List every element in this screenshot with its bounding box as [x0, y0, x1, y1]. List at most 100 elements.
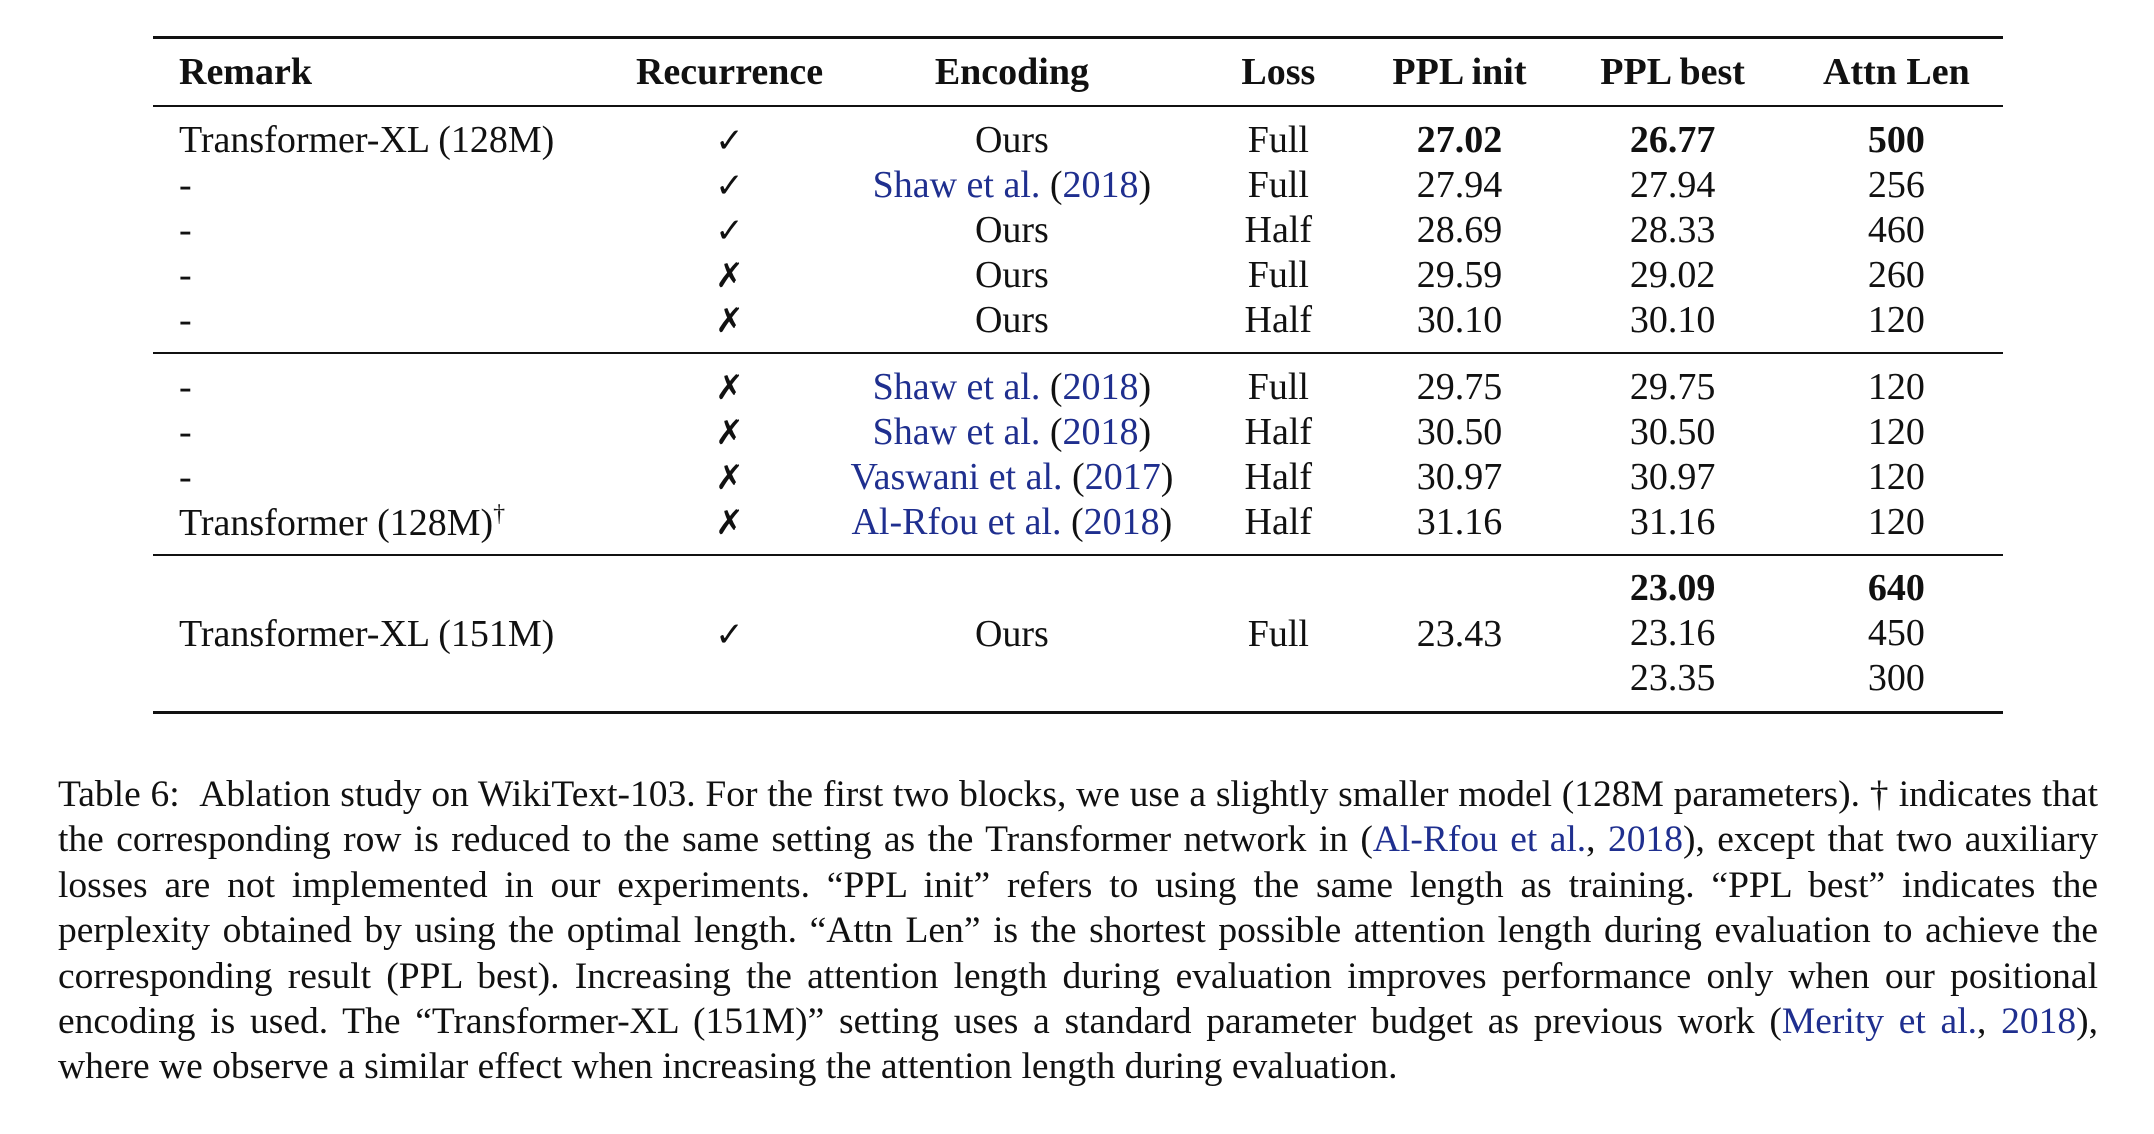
- cell-attn-len: 500: [1867, 118, 1925, 161]
- cell-remark: -: [179, 365, 192, 408]
- cell-ppl-init: 31.16: [1363, 499, 1556, 556]
- caption-text: ), where we observe a similar effect whe…: [58, 1001, 2099, 1088]
- cell-remark: -: [179, 253, 192, 296]
- citation-year-link[interactable]: 2018: [1062, 410, 1139, 453]
- table-header-row: Remark Recurrence Encoding Loss PPL init…: [153, 36, 2003, 107]
- cross-mark-icon: ✗: [715, 367, 744, 408]
- cell-loss: Full: [1193, 555, 1364, 714]
- caption-text: Ablation study on WikiText-103. For the …: [58, 774, 2099, 861]
- table-row: Transformer (128M)† ✗ Al-Rfou et al. (20…: [153, 499, 2003, 556]
- cell-ppl-init: 30.50: [1416, 410, 1503, 453]
- table-row: - ✗ Shaw et al. (2018) Full 29.75 29.75 …: [153, 353, 2003, 409]
- cell-attn-len: 120: [1789, 297, 2003, 354]
- cell-attn-len: 260: [1867, 253, 1925, 296]
- cell-ppl-best: 30.10: [1555, 297, 1790, 354]
- cross-mark-icon: ✗: [715, 300, 744, 341]
- cell-remark: Transformer-XL (151M): [153, 555, 629, 714]
- dagger-footnote-mark: †: [493, 500, 506, 527]
- cell-ppl-best: 30.50: [1629, 410, 1716, 453]
- check-mark-icon: ✓: [715, 120, 744, 161]
- cell-recurrence: ✓: [628, 162, 830, 207]
- cell-attn-len: 256: [1867, 163, 1925, 206]
- cell-recurrence: ✓: [628, 555, 831, 714]
- cell-recurrence: ✓: [628, 106, 830, 162]
- header-recurrence: Recurrence: [628, 36, 831, 107]
- cell-loss: Half: [1244, 455, 1313, 498]
- cell-loss: Half: [1244, 208, 1313, 251]
- cell-ppl-init: 23.43: [1363, 555, 1556, 714]
- cell-remark: -: [179, 455, 192, 498]
- remark-text: Transformer (128M): [179, 501, 494, 544]
- citation-link[interactable]: Merity et al.: [1781, 1001, 1977, 1043]
- cell-loss: Half: [1193, 499, 1364, 556]
- header-encoding: Encoding: [830, 36, 1194, 107]
- attn-len-value: 300: [1867, 657, 1925, 699]
- citation-link[interactable]: Shaw et al.: [872, 365, 1041, 408]
- cell-encoding: Ours: [830, 555, 1194, 714]
- citation-year-link[interactable]: 2017: [1084, 455, 1161, 498]
- cell-ppl-best: 30.97: [1629, 455, 1716, 498]
- cell-ppl-best: 29.75: [1629, 365, 1716, 408]
- cell-loss: Full: [1247, 253, 1309, 296]
- table-row: - ✗ Vaswani et al. (2017) Half 30.97 30.…: [153, 454, 2003, 499]
- cell-encoding: Ours: [974, 118, 1049, 161]
- cell-ppl-init: 28.69: [1416, 208, 1503, 251]
- citation-link[interactable]: Shaw et al.: [872, 163, 1041, 206]
- cell-loss: Half: [1193, 297, 1364, 354]
- cell-encoding: Ours: [974, 253, 1049, 296]
- header-ppl-best: PPL best: [1555, 36, 1790, 107]
- citation-year-link[interactable]: 2018: [1062, 163, 1139, 206]
- citation-year-link[interactable]: 2018: [1607, 819, 1683, 861]
- check-mark-icon: ✓: [715, 210, 744, 251]
- cell-ppl-init: 30.10: [1363, 297, 1556, 354]
- cell-recurrence: ✗: [628, 353, 830, 409]
- cell-recurrence: ✗: [628, 454, 830, 499]
- cross-mark-icon: ✗: [715, 502, 744, 543]
- cell-attn-len: 120: [1867, 410, 1925, 453]
- cell-loss: Full: [1247, 365, 1309, 408]
- cell-attn-len-stack: 640 450 300: [1789, 555, 2003, 714]
- cell-loss: Full: [1247, 163, 1309, 206]
- cell-encoding: Shaw et al. (2018): [872, 410, 1152, 453]
- cell-recurrence: ✓: [628, 207, 830, 252]
- citation-link[interactable]: Al-Rfou et al.: [1372, 819, 1587, 861]
- cell-ppl-best: 29.02: [1629, 253, 1716, 296]
- cell-ppl-best: 27.94: [1629, 163, 1716, 206]
- header-ppl-init: PPL init: [1363, 36, 1556, 107]
- citation-link[interactable]: Shaw et al.: [872, 410, 1041, 453]
- citation-year-link[interactable]: 2018: [2001, 1001, 2077, 1043]
- cell-remark: -: [179, 163, 192, 206]
- cell-ppl-init: 27.02: [1416, 118, 1503, 161]
- table-block-1: Transformer-XL (128M) ✓ Ours Full 27.02 …: [153, 106, 2003, 354]
- attn-len-value: 450: [1867, 612, 1925, 654]
- cell-ppl-init: 29.59: [1416, 253, 1503, 296]
- cell-encoding: Shaw et al. (2018): [872, 163, 1152, 206]
- check-mark-icon: ✓: [715, 165, 744, 206]
- cell-loss: Full: [1247, 118, 1309, 161]
- cross-mark-icon: ✗: [715, 255, 744, 296]
- table-row: - ✓ Shaw et al. (2018) Full 27.94 27.94 …: [153, 162, 2003, 207]
- table-row: - ✗ Ours Full 29.59 29.02 260: [153, 252, 2003, 297]
- cell-encoding: Shaw et al. (2018): [872, 365, 1152, 408]
- citation-link[interactable]: Al-Rfou et al.: [851, 500, 1062, 543]
- table-row: - ✗ Shaw et al. (2018) Half 30.50 30.50 …: [153, 409, 2003, 454]
- check-mark-icon: ✓: [715, 614, 744, 655]
- ppl-best-value: 23.16: [1629, 612, 1716, 654]
- citation-year-link[interactable]: 2018: [1062, 365, 1139, 408]
- cell-encoding: Al-Rfou et al. (2018): [830, 499, 1194, 556]
- ablation-table-container: Remark Recurrence Encoding Loss PPL init…: [153, 36, 2003, 714]
- cell-recurrence: ✗: [628, 409, 830, 454]
- cell-ppl-best-stack: 23.09 23.16 23.35: [1555, 555, 1790, 714]
- caption-label: Table 6:: [58, 774, 180, 815]
- cell-recurrence: ✗: [628, 499, 831, 556]
- cell-ppl-init: 29.75: [1416, 365, 1503, 408]
- cell-ppl-best: 31.16: [1555, 499, 1790, 556]
- citation-link[interactable]: Vaswani et al.: [850, 455, 1063, 498]
- citation-year-link[interactable]: 2018: [1083, 500, 1160, 543]
- cell-attn-len: 120: [1789, 499, 2003, 556]
- caption-text: ), except that two auxiliary losses are …: [58, 819, 2099, 1043]
- cell-remark: -: [153, 297, 629, 354]
- cell-recurrence: ✗: [628, 297, 831, 354]
- ppl-best-value: 23.09: [1629, 567, 1716, 609]
- table-row: - ✓ Ours Half 28.69 28.33 460: [153, 207, 2003, 252]
